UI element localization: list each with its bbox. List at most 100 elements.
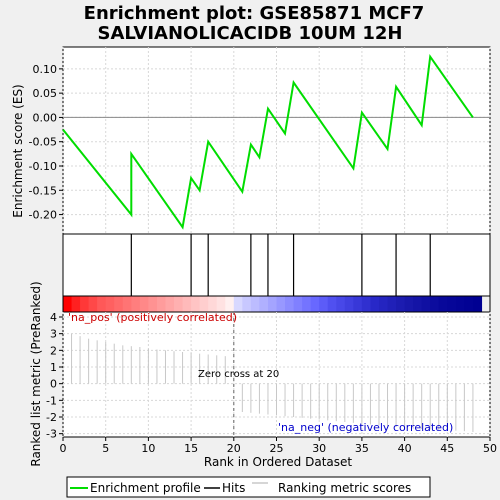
x-tick-label: 35 [355, 442, 369, 455]
color-strip-segment [259, 296, 269, 312]
legend-hits-label: Hits [222, 481, 245, 495]
es-tick-label: -0.15 [29, 184, 57, 197]
color-strip-segment [276, 296, 286, 312]
metric-tick-label: 0 [50, 378, 57, 391]
color-strip-segment [378, 296, 389, 312]
color-strip-segment [472, 296, 483, 312]
color-strip-segment [310, 296, 320, 312]
hits-panel-frame [62, 233, 491, 297]
title-line-2: SALVIANOLICACIDB 10UM 12H [98, 23, 403, 44]
color-strip-segment [344, 296, 354, 312]
x-tick-label: 0 [60, 442, 67, 455]
es-tick-label: 0.00 [33, 111, 58, 124]
color-strip-segment [225, 296, 235, 312]
es-panel: -0.20 -0.15 -0.10 -0.05 0.00 0.05 0.10 Enrichm… [11, 46, 491, 235]
legend-metric-label: Ranking metric scores [278, 481, 411, 495]
color-strip-segment [182, 296, 192, 312]
metric-tick-label: 1 [50, 361, 57, 374]
color-strip-segment [438, 296, 448, 312]
metric-tick-label: -3 [46, 428, 57, 441]
color-strip-segment [148, 296, 158, 312]
es-tick-label: -0.10 [29, 160, 57, 173]
x-tick-label: 45 [440, 442, 454, 455]
metric-tick-label: 2 [50, 344, 57, 357]
es-tick-label: 0.10 [33, 63, 58, 76]
metric-axis-ticks: -3 -2 -1 0 1 2 3 4 [46, 311, 63, 441]
color-strip-segment [80, 296, 90, 312]
color-strip-segment [327, 296, 337, 312]
color-strip-segment [464, 296, 474, 312]
color-strip-segment [139, 296, 149, 312]
color-strip-segment [174, 296, 184, 312]
color-strip-segment [88, 296, 98, 312]
metric-y-axis-label: Ranked list metric (PreRanked) [29, 281, 43, 466]
color-strip-segment [216, 296, 226, 312]
legend-frame [66, 476, 431, 498]
color-strip-segment [208, 296, 218, 312]
color-strip-segment [430, 296, 440, 312]
positive-label: 'na_pos' (positively correlated) [68, 311, 237, 324]
color-strip-segment [242, 296, 252, 312]
hits-panel [62, 233, 491, 297]
color-strip-segment [421, 296, 431, 312]
x-tick-label: 20 [227, 442, 241, 455]
es-tick-label: -0.05 [29, 136, 57, 149]
color-strip-segment [122, 296, 132, 312]
color-strip-segment [336, 296, 346, 312]
color-strip-segment [319, 296, 329, 312]
color-strip-segment [97, 296, 107, 312]
color-strip-segment [233, 296, 243, 312]
color-strip-segment [413, 296, 423, 312]
color-strip-segment [114, 296, 124, 312]
x-axis-label: Rank in Ordered Dataset [204, 455, 352, 469]
es-y-axis-label: Enrichment score (ES) [11, 84, 25, 217]
ranking-color-strip [63, 296, 483, 312]
color-strip-segment [361, 296, 372, 312]
color-strip-segment [131, 296, 141, 312]
color-strip-segment [105, 296, 115, 312]
color-strip-segment [396, 296, 406, 312]
legend: Enrichment profile Hits Ranking metric s… [66, 476, 431, 498]
color-strip-segment [250, 296, 261, 312]
x-tick-label: 50 [483, 442, 497, 455]
hit-lines [130, 234, 431, 296]
x-tick-label: 30 [312, 442, 326, 455]
es-axis-ticks: -0.20 -0.15 -0.10 -0.05 0.00 0.05 0.10 [29, 63, 63, 222]
x-tick-label: 25 [270, 442, 284, 455]
metric-tick-label: 4 [50, 311, 57, 324]
color-strip-segment [63, 296, 73, 312]
x-tick-label: 5 [102, 442, 109, 455]
color-strip-segment [156, 296, 167, 312]
color-strip-segment [293, 296, 303, 312]
x-tick-label: 15 [184, 442, 198, 455]
color-strip-segment [404, 296, 414, 312]
metric-tick-label: -2 [46, 411, 57, 424]
color-strip-segment [191, 296, 201, 312]
metric-tick-label: 3 [50, 328, 57, 341]
color-strip-segment [71, 296, 81, 312]
color-strip-segment [455, 296, 465, 312]
metric-tick-label: -1 [46, 394, 57, 407]
negative-label: 'na_neg' (negatively correlated) [278, 421, 453, 434]
color-strip-segment [285, 296, 295, 312]
ranking-metric-bars [71, 333, 474, 432]
color-strip-segment [447, 296, 457, 312]
enrichment-profile-line [62, 54, 474, 230]
color-strip-segment [199, 296, 209, 312]
es-tick-label: 0.05 [33, 87, 58, 100]
title-line-1: Enrichment plot: GSE85871 MCF7 [84, 3, 425, 24]
zero-cross-label: Zero cross at 20 [198, 369, 279, 380]
metric-panel: -3 -2 -1 0 1 2 3 4 Zero cross at 20 'na_pos' (p… [29, 281, 491, 467]
x-axis-ticks: 0 5 10 15 20 25 30 35 40 45 50 [60, 437, 497, 455]
x-tick-label: 40 [398, 442, 412, 455]
es-tick-label: -0.20 [29, 209, 57, 222]
color-strip-segment [370, 296, 380, 312]
color-strip-segment [165, 296, 175, 312]
color-strip-segment [302, 296, 312, 312]
color-strip-segment [353, 296, 363, 312]
color-strip-segment [387, 296, 397, 312]
color-strip-segment [267, 296, 278, 312]
x-tick-label: 10 [141, 442, 155, 455]
legend-enrichment-label: Enrichment profile [90, 481, 201, 495]
